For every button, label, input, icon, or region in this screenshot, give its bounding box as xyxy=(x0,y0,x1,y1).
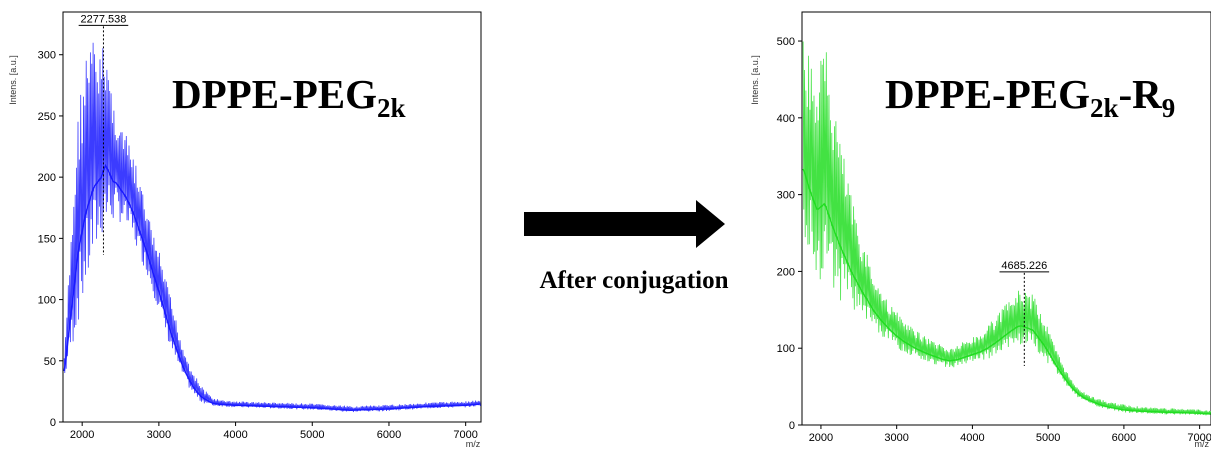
spectrum-trace xyxy=(802,41,1211,416)
x-tick-label: 3000 xyxy=(884,432,908,444)
right-title-suffix-sub: 9 xyxy=(1162,93,1176,123)
x-tick-label: 6000 xyxy=(377,429,401,441)
left-y-axis-label: Intens. [a.u.] xyxy=(8,55,18,105)
x-tick-label: 2000 xyxy=(70,429,94,441)
y-tick-label: 0 xyxy=(789,420,795,432)
x-tick-label: 4000 xyxy=(960,432,984,444)
right-title-suffix: -R xyxy=(1119,71,1163,117)
right-title-sub: 2k xyxy=(1090,93,1119,123)
right-spectrum-panel: 4685.226 2000 3000 4000 5000 6000 70000100200… xyxy=(750,11,1211,449)
left-plot-frame xyxy=(62,11,482,423)
arrow-shape xyxy=(524,200,725,248)
y-tick-label: 300 xyxy=(38,50,56,62)
x-tick-label: 7000 xyxy=(453,429,477,441)
y-tick-label: 400 xyxy=(777,113,795,125)
left-spectrum-marks: 2277.538 xyxy=(63,13,481,413)
y-tick-label: 200 xyxy=(38,172,56,184)
peak-label: 2277.538 xyxy=(81,13,127,25)
spectrum-trace xyxy=(63,42,481,413)
right-title-main: DPPE-PEG xyxy=(885,71,1090,117)
left-title-main: DPPE-PEG xyxy=(172,71,377,117)
x-tick-label: 2000 xyxy=(809,432,833,444)
x-tick-label: 4000 xyxy=(223,429,247,441)
y-tick-label: 300 xyxy=(777,190,795,202)
x-tick-label: 7000 xyxy=(1187,432,1211,444)
left-x-axis-label: m/z xyxy=(466,439,481,449)
arrow-label: After conjugation xyxy=(539,267,728,294)
left-title-sub: 2k xyxy=(377,93,406,123)
left-axes: 2000 3000 4000 5000 6000 7000 0 50 100 150 200 250 3… xyxy=(38,50,478,441)
y-tick-label: 500 xyxy=(777,36,795,48)
x-tick-label: 5000 xyxy=(1036,432,1060,444)
conjugation-arrow: After conjugation xyxy=(524,200,729,294)
spectrum-core-trace xyxy=(802,168,1211,415)
x-tick-label: 6000 xyxy=(1112,432,1136,444)
y-tick-label: 0 xyxy=(50,417,56,429)
right-x-axis-label: m/z xyxy=(1195,439,1210,449)
right-axes: 2000 3000 4000 5000 6000 7000 0 100 200 300 400 500 xyxy=(777,36,1211,444)
y-tick-label: 200 xyxy=(777,266,795,278)
left-spectrum-panel: 2277.538 2000 3000 4000 5000 6000 7000 0 50 100 1… xyxy=(8,11,482,449)
peak-label: 4685.226 xyxy=(1001,260,1047,272)
y-tick-label: 100 xyxy=(777,343,795,355)
spectrum-core-trace xyxy=(63,163,480,411)
y-tick-label: 250 xyxy=(38,111,56,123)
right-plot-frame xyxy=(801,11,1211,426)
right-chart-title: DPPE-PEG2k-R9 xyxy=(885,71,1175,123)
x-tick-label: 5000 xyxy=(300,429,324,441)
right-y-axis-label: Intens. [a.u.] xyxy=(750,55,760,105)
left-chart-title: DPPE-PEG2k xyxy=(172,71,406,123)
y-tick-label: 50 xyxy=(44,356,56,368)
y-tick-label: 100 xyxy=(38,295,56,307)
right-spectrum-marks: 4685.226 xyxy=(802,41,1211,416)
x-tick-label: 3000 xyxy=(147,429,171,441)
y-tick-label: 150 xyxy=(38,233,56,245)
